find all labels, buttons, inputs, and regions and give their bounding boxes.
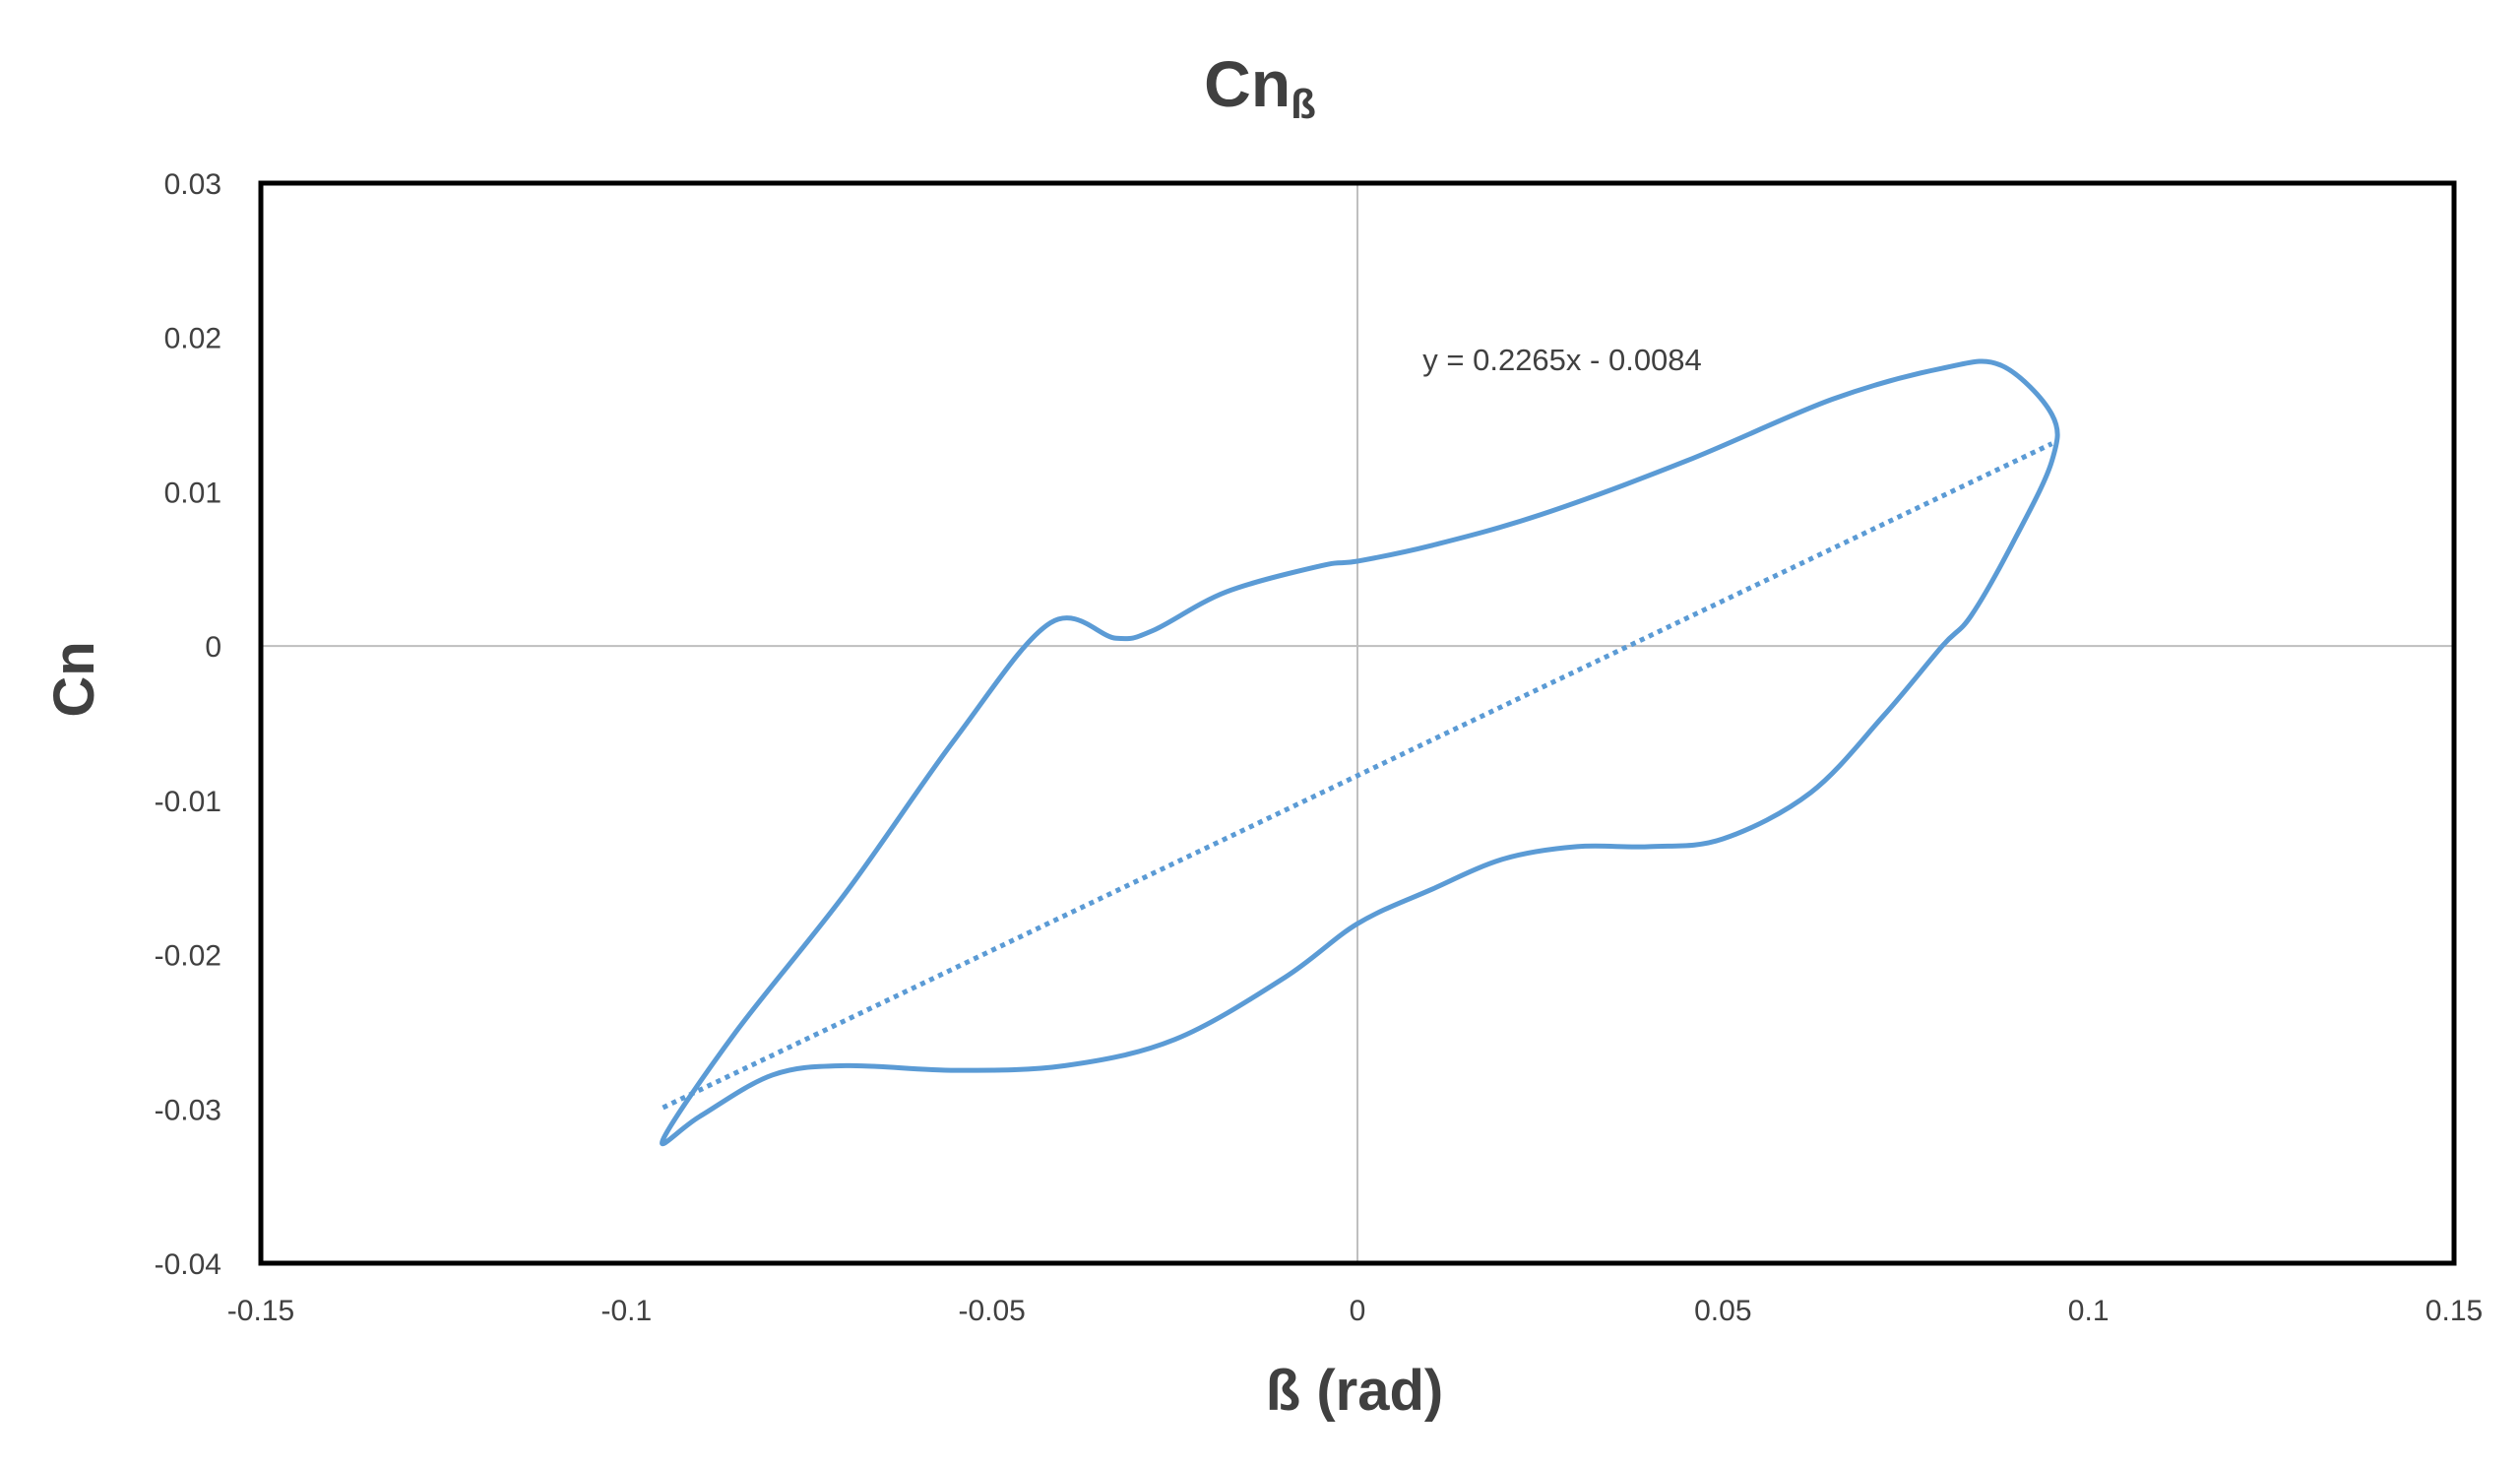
annotations: y = 0.2265x - 0.0084 xyxy=(1422,343,1702,377)
trendline-equation-label: y = 0.2265x - 0.0084 xyxy=(1422,343,1702,377)
y-axis-ticks: -0.04 -0.03 -0.02 -0.01 0 0.01 0.02 0.03 xyxy=(155,168,221,1281)
chart-title: Cnß xyxy=(1204,47,1316,127)
x-tick-label: 0.1 xyxy=(2068,1295,2110,1327)
x-tick-label: -0.15 xyxy=(227,1295,294,1327)
y-tick-label: 0.01 xyxy=(164,477,221,509)
y-tick-label: 0.02 xyxy=(164,323,221,355)
y-tick-label: -0.04 xyxy=(155,1248,221,1281)
y-tick-label: -0.01 xyxy=(155,786,221,818)
trendline xyxy=(662,441,2053,1111)
x-tick-label: 0.05 xyxy=(1694,1295,1751,1327)
x-axis-title: ß (rad) xyxy=(1266,1359,1443,1423)
y-tick-label: -0.03 xyxy=(155,1094,221,1126)
chart-title-main: Cn xyxy=(1204,47,1291,120)
x-tick-label: -0.1 xyxy=(600,1295,652,1327)
plot-frame xyxy=(258,180,2457,1266)
x-tick-label: -0.05 xyxy=(958,1295,1025,1327)
series-loop-line xyxy=(660,358,2060,1147)
y-tick-label: 0 xyxy=(205,631,221,664)
zero-lines xyxy=(261,183,2454,1263)
y-tick-label: 0.03 xyxy=(164,168,221,201)
chart-title-subscript: ß xyxy=(1291,81,1316,127)
series-layer xyxy=(660,358,2060,1147)
y-axis-title: Cn xyxy=(42,641,106,717)
y-tick-label: -0.02 xyxy=(155,940,221,973)
x-axis-ticks: -0.15 -0.1 -0.05 0 0.05 0.1 0.15 xyxy=(227,1295,2483,1327)
x-tick-label: 0 xyxy=(1350,1295,1366,1327)
x-tick-label: 0.15 xyxy=(2426,1295,2483,1327)
